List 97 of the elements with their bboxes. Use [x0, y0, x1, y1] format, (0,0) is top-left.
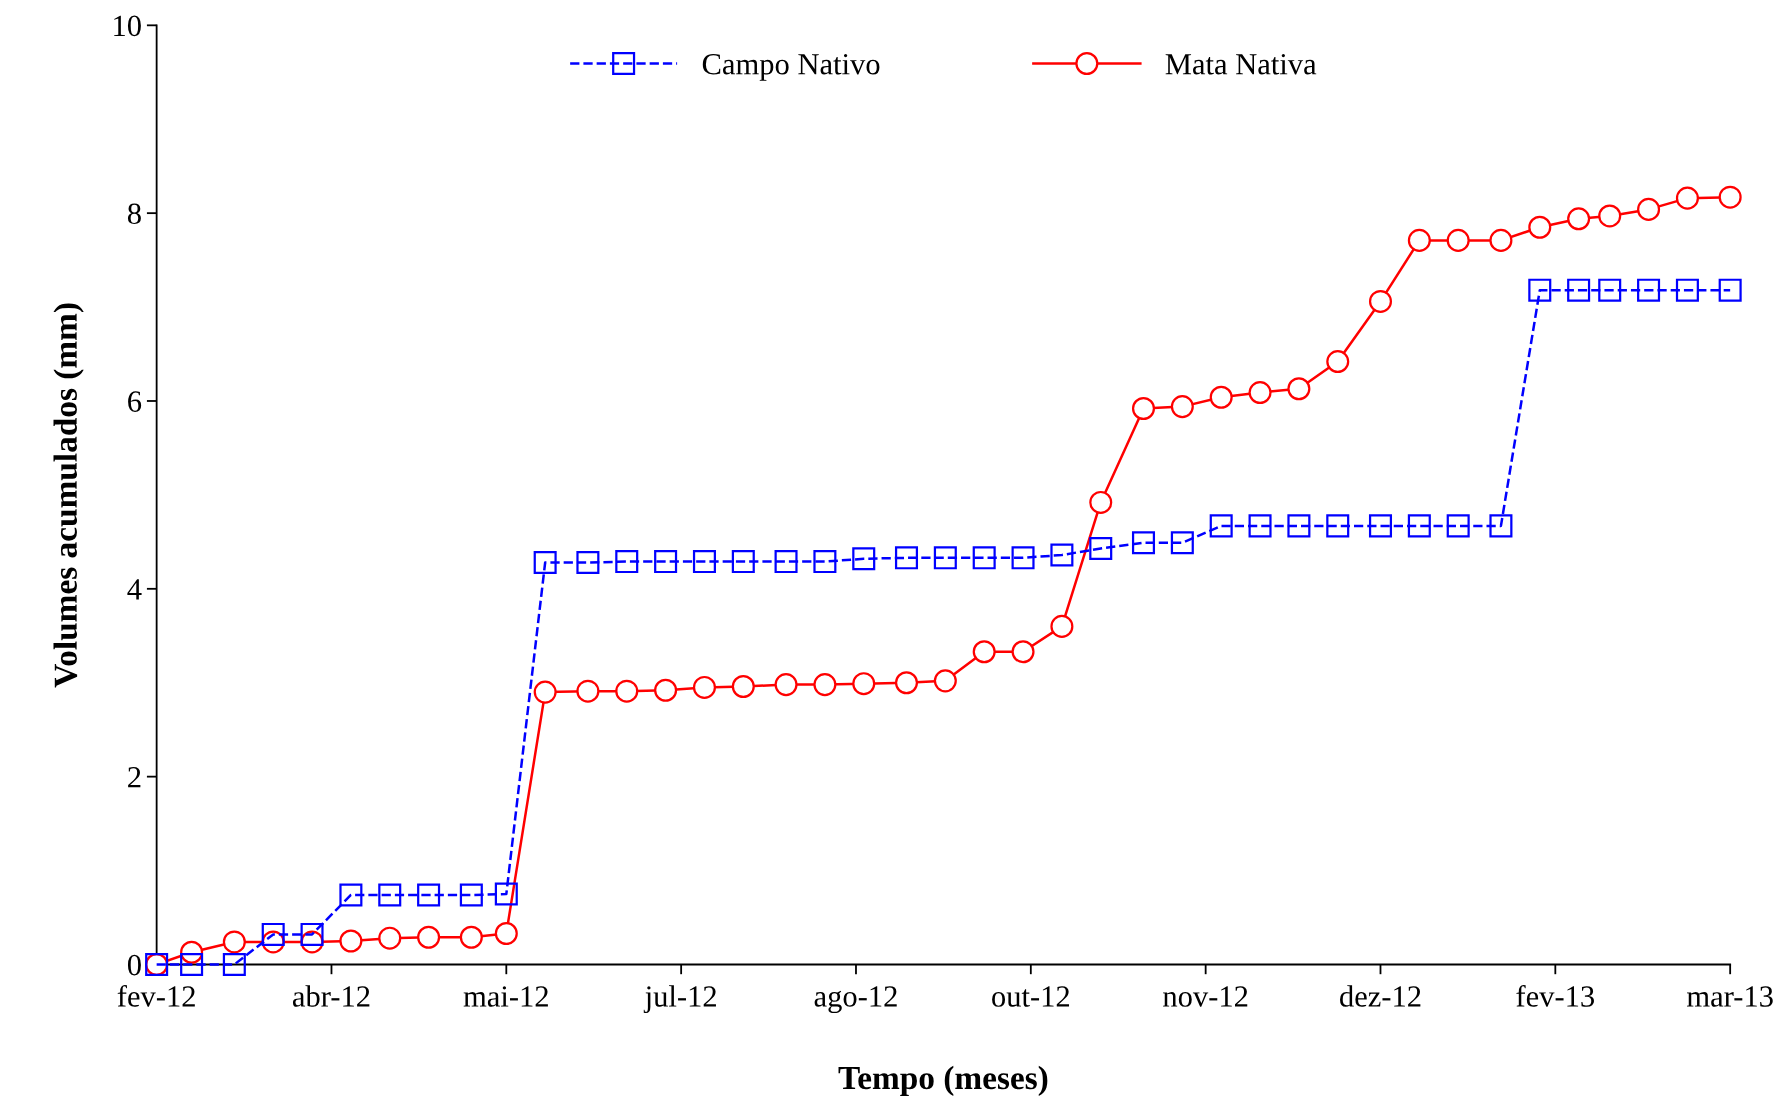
y-tick-label: 10 [114, 15, 141, 37]
point [1675, 278, 1699, 302]
point [417, 883, 441, 907]
point [1718, 278, 1742, 302]
legend-label: Campo Nativo [702, 53, 880, 81]
point [654, 550, 678, 574]
point [576, 550, 600, 575]
x-tick-label: mar-13 [1686, 986, 1773, 1007]
x-tick-label: nov-12 [1163, 986, 1248, 1007]
point [731, 550, 755, 574]
point [1131, 396, 1156, 421]
point [894, 671, 919, 695]
point [417, 925, 441, 949]
x-tick-label: fev-12 [117, 985, 195, 1007]
point [1368, 289, 1393, 313]
point [654, 678, 678, 702]
point [494, 882, 518, 906]
point [692, 550, 716, 574]
y-tick-label: 0 [127, 954, 141, 976]
point [1718, 185, 1742, 209]
point [378, 883, 402, 907]
point [533, 550, 557, 575]
point [1446, 514, 1470, 538]
x-tick-label: fev-13 [1516, 985, 1594, 1007]
point [1011, 546, 1035, 570]
point [1089, 490, 1113, 514]
point [1287, 514, 1311, 538]
point [1637, 197, 1661, 221]
point [731, 674, 755, 699]
point [261, 922, 285, 946]
point [1528, 278, 1552, 302]
point [1567, 207, 1591, 231]
point [1170, 395, 1194, 419]
x-tick-label: dez-12 [1340, 985, 1421, 1007]
point [180, 952, 204, 976]
point [615, 550, 639, 574]
point [1598, 204, 1622, 228]
point [1368, 514, 1393, 538]
point [339, 929, 363, 953]
point [1050, 543, 1074, 567]
x-tick-label: jul-12 [643, 985, 716, 1014]
point [813, 550, 837, 574]
point [1446, 228, 1470, 252]
point [1407, 514, 1431, 538]
point [894, 546, 919, 570]
x-tick-label: ago-12 [814, 986, 897, 1014]
y-tick-label: 4 [127, 579, 142, 600]
y-tick-label: 2 [128, 767, 141, 788]
point [533, 680, 557, 704]
point [1326, 350, 1350, 374]
y-axis-title: Volumes acumulados (mm) [53, 303, 84, 688]
point [1675, 186, 1699, 210]
point [1326, 514, 1350, 538]
point [852, 547, 876, 571]
point [1407, 228, 1431, 252]
point [222, 952, 246, 976]
point [852, 672, 876, 696]
point [576, 679, 600, 703]
point [1209, 385, 1233, 409]
point [300, 922, 324, 946]
point [459, 925, 483, 949]
point [615, 679, 639, 703]
point [1170, 531, 1194, 555]
point [1011, 640, 1035, 664]
point [378, 926, 402, 950]
point [1050, 614, 1074, 638]
point [933, 546, 957, 570]
point [1637, 278, 1661, 302]
x-tick-label: out-12 [992, 986, 1070, 1007]
point [1489, 514, 1513, 538]
point [774, 673, 798, 697]
point [1248, 514, 1272, 538]
point [1248, 381, 1272, 405]
x-tick-label: abr-12 [292, 985, 370, 1007]
point [1287, 377, 1311, 401]
point [222, 930, 246, 954]
point [339, 883, 363, 907]
y-tick-label: 8 [127, 203, 141, 225]
point [494, 921, 518, 946]
point [972, 640, 996, 664]
legend-label: Mata Nativa [1165, 53, 1317, 75]
point [813, 673, 837, 697]
point [1528, 215, 1552, 239]
point [1209, 514, 1233, 538]
point [972, 546, 996, 570]
point [459, 883, 483, 907]
x-tick-label: mai-12 [463, 986, 548, 1007]
point [1567, 278, 1591, 302]
y-tick-label: 6 [128, 391, 142, 412]
x-axis-title: Tempo (meses) [838, 1065, 1048, 1097]
point [1489, 228, 1513, 252]
point [1131, 531, 1156, 555]
point [1089, 536, 1113, 560]
point [933, 669, 957, 693]
point [774, 550, 798, 574]
point [692, 675, 716, 699]
point [1598, 278, 1622, 302]
